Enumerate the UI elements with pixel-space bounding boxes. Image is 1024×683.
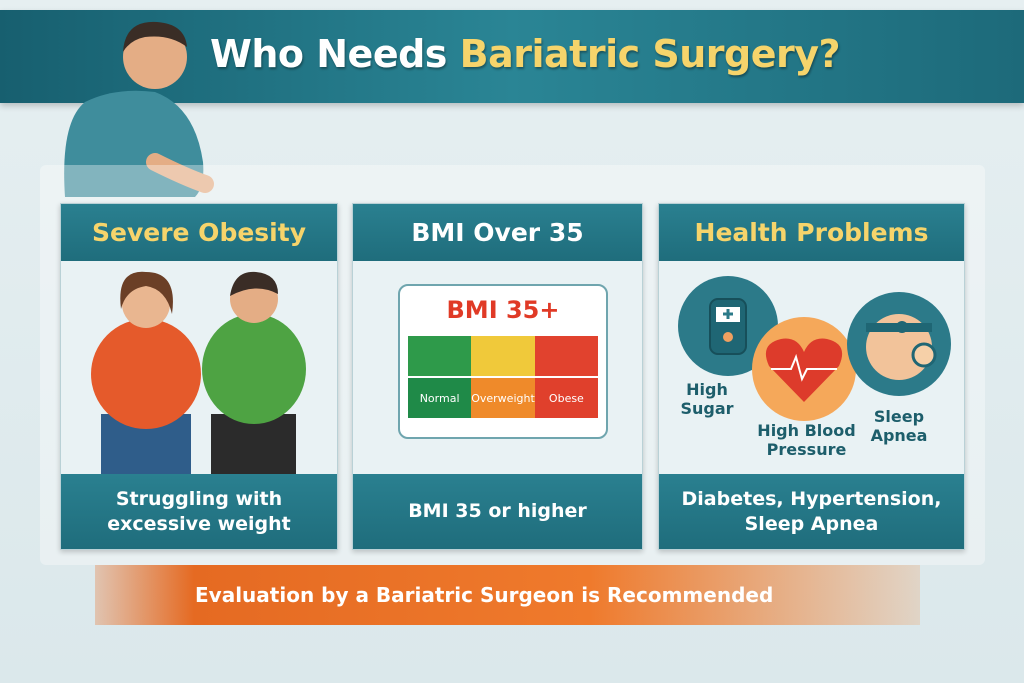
page-title: Who Needs Bariatric Surgery? bbox=[200, 32, 850, 76]
bmi-bar-normal bbox=[408, 336, 472, 376]
health-label-high-blood-pressure: High Blood Pressure bbox=[757, 421, 856, 460]
overweight-couple-illustration bbox=[91, 271, 306, 476]
bmi-scale-board: BMI 35+ Normal Overweight Obese bbox=[398, 284, 608, 439]
recommendation-banner: Evaluation by a Bariatric Surgeon is Rec… bbox=[95, 565, 920, 625]
card-health-problems: Health Problems High Sugar High Blood Pr… bbox=[658, 203, 965, 550]
health-label-sleep-apnea: Sleep Apnea bbox=[870, 407, 928, 446]
card-caption: Struggling with excessive weight bbox=[61, 474, 337, 549]
title-prefix: Who Needs bbox=[209, 32, 460, 76]
bmi-scale-title: BMI 35+ bbox=[446, 296, 560, 324]
card-heading: BMI Over 35 bbox=[353, 204, 642, 261]
bmi-bar-overweight bbox=[471, 336, 535, 376]
heart-pulse-icon bbox=[752, 317, 856, 421]
card-severe-obesity: Severe Obesity Struggling with excessive… bbox=[60, 203, 338, 550]
card-heading: Severe Obesity bbox=[61, 204, 337, 261]
title-highlight: Bariatric Surgery? bbox=[459, 32, 841, 76]
bmi-label-overweight: Overweight bbox=[471, 378, 535, 418]
bmi-label-normal: Normal bbox=[408, 378, 472, 418]
glucose-meter-icon bbox=[678, 276, 778, 376]
card-heading: Health Problems bbox=[659, 204, 964, 261]
sleep-apnea-mask-icon bbox=[847, 292, 951, 396]
bmi-label-obese: Obese bbox=[534, 378, 598, 418]
health-label-high-sugar: High Sugar bbox=[680, 380, 734, 419]
card-bmi: BMI Over 35 BMI 35+ Normal Overweight Ob… bbox=[352, 203, 643, 550]
card-caption: BMI 35 or higher bbox=[353, 474, 642, 549]
overweight-man-illustration bbox=[64, 21, 214, 197]
bmi-bar-obese bbox=[534, 336, 598, 376]
card-caption: Diabetes, Hypertension, Sleep Apnea bbox=[659, 474, 964, 549]
recommendation-text: Evaluation by a Bariatric Surgeon is Rec… bbox=[195, 583, 774, 607]
